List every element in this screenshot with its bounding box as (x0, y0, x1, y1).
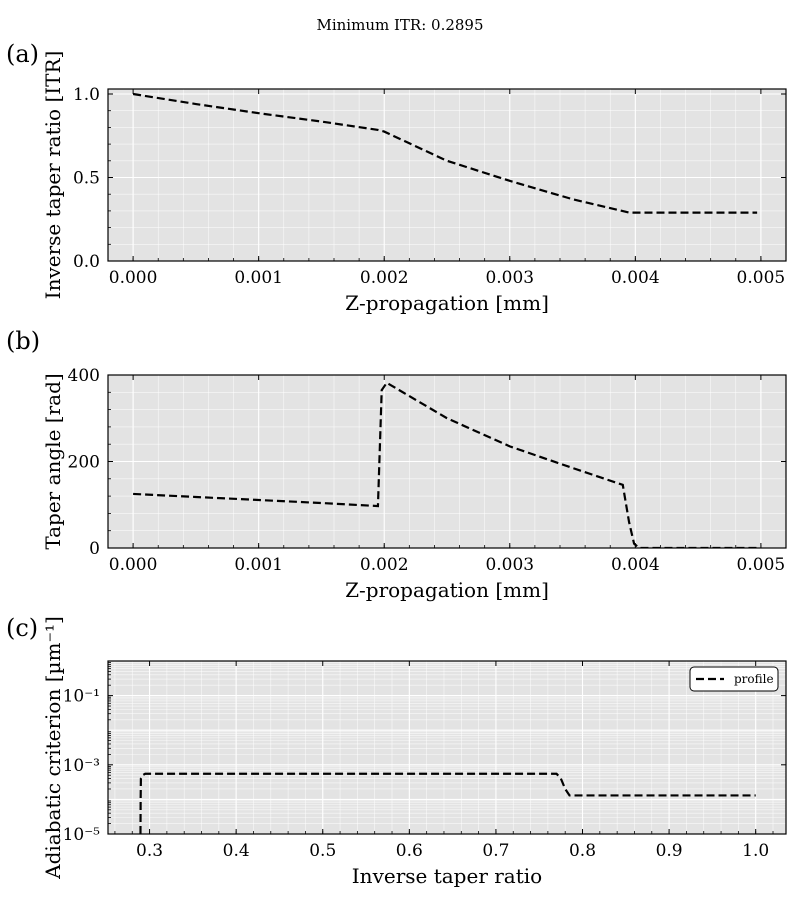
series-line (139, 772, 756, 834)
ticks: 0.000 0.001 0.002 0.003 0.004 0.005 0 200 400 (68, 366, 787, 575)
legend-box (689, 666, 779, 692)
series-line (133, 381, 758, 548)
y-tick-label: 10⁻³ (63, 756, 100, 776)
x-tick-label: 0.002 (360, 555, 409, 575)
x-tick-label: 0.005 (737, 555, 786, 575)
x-tick-label: 0.002 (360, 268, 409, 288)
panel-label: (c) (6, 614, 38, 642)
x-tick-label: 0.005 (737, 268, 786, 288)
y-axis-label: Adiabatic criterion [µm⁻¹] (41, 616, 65, 880)
grid (108, 89, 786, 261)
figure-title: Minimum ITR: 0.2895 (316, 16, 483, 34)
x-tick-label: 0.9 (656, 841, 683, 861)
panels: 0.000 0.001 0.002 0.003 0.004 0.005 0.0 0.5 1.0 Z… (6, 40, 787, 888)
x-tick-label: 0.7 (482, 841, 509, 861)
panel-label: (b) (6, 327, 40, 355)
axes-frame (107, 88, 787, 262)
y-tick-label: 10⁻⁵ (63, 825, 101, 845)
y-tick-label: 0 (89, 539, 100, 559)
plot-area (108, 89, 786, 261)
y-tick-label: 0.0 (73, 252, 100, 272)
x-tick-label: 0.3 (136, 841, 163, 861)
x-tick-label: 0.000 (109, 268, 158, 288)
x-tick-label: 0.4 (223, 841, 250, 861)
x-tick-label: 0.004 (611, 268, 660, 288)
y-axis-label: Taper angle [rad] (41, 373, 65, 549)
panel-c: 0.3 0.4 0.5 0.6 0.7 0.8 0.9 1.0 10⁻⁵ 10⁻³ 10⁻¹ Inve… (6, 614, 787, 888)
x-tick-label: 0.003 (485, 555, 534, 575)
grid (108, 661, 786, 834)
grid (108, 375, 786, 548)
axes-frame (107, 660, 787, 835)
x-tick-label: 0.001 (234, 555, 283, 575)
plot-area (108, 661, 786, 834)
panel-b: 0.000 0.001 0.002 0.003 0.004 0.005 0 200 400 Z-p… (6, 327, 787, 602)
y-tick-label: 10⁻¹ (63, 687, 100, 707)
legend-label: profile (734, 672, 774, 686)
x-tick-label: 1.0 (742, 841, 769, 861)
y-tick-label: 0.5 (73, 169, 100, 189)
panel-label: (a) (6, 40, 39, 68)
x-axis-label: Z-propagation [mm] (345, 291, 549, 315)
panel-a: 0.000 0.001 0.002 0.003 0.004 0.005 0.0 0.5 1.0 Z… (6, 40, 787, 315)
y-tick-label: 200 (68, 453, 100, 473)
ticks: 0.3 0.4 0.5 0.6 0.7 0.8 0.9 1.0 10⁻⁵ 10⁻³ 10⁻¹ (63, 661, 786, 861)
legend: profile (689, 666, 779, 692)
x-tick-label: 0.001 (234, 268, 283, 288)
x-tick-label: 0.6 (396, 841, 423, 861)
series-line (132, 92, 758, 214)
x-tick-label: 0.000 (109, 555, 158, 575)
x-tick-label: 0.003 (485, 268, 534, 288)
x-tick-label: 0.8 (569, 841, 596, 861)
y-axis-label: Inverse taper ratio [ITR] (41, 51, 65, 300)
x-tick-label: 0.5 (309, 841, 336, 861)
x-tick-label: 0.004 (611, 555, 660, 575)
ticks: 0.000 0.001 0.002 0.003 0.004 0.005 0.0 0.5 1.0 (73, 85, 787, 288)
y-tick-label: 1.0 (73, 85, 100, 105)
x-axis-label: Z-propagation [mm] (345, 578, 549, 602)
y-tick-label: 400 (68, 366, 100, 386)
x-axis-label: Inverse taper ratio (352, 864, 542, 888)
